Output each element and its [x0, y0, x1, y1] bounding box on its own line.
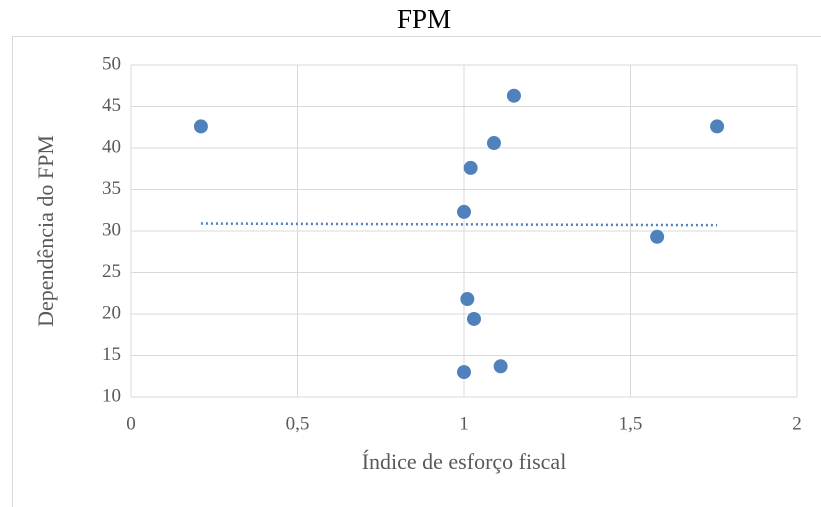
- point: [710, 119, 725, 134]
- y-axis-label: Dependência do FPM: [33, 135, 58, 327]
- point: [463, 160, 478, 175]
- y-tick-label: 10: [102, 385, 121, 406]
- point: [460, 292, 475, 307]
- point: [486, 136, 501, 151]
- y-tick-label: 15: [102, 344, 121, 365]
- x-tick-label: 1: [459, 413, 469, 434]
- y-tick-label: 30: [102, 219, 121, 240]
- point: [457, 204, 471, 219]
- point: [506, 88, 521, 103]
- x-tick-label: 0: [126, 413, 136, 434]
- point: [466, 311, 481, 326]
- chart-frame: [12, 36, 821, 507]
- y-tick-label: 45: [102, 95, 121, 116]
- point: [193, 119, 208, 134]
- x-tick-label: 0,5: [286, 413, 310, 434]
- y-tick-label: 35: [102, 178, 121, 199]
- point: [650, 229, 665, 244]
- trendline: [200, 222, 718, 227]
- y-tick-label: 20: [102, 302, 121, 323]
- x-tick-label: 1,5: [619, 413, 643, 434]
- y-tick-label: 25: [102, 261, 121, 282]
- y-tick-label: 40: [102, 136, 121, 157]
- point: [493, 359, 508, 374]
- y-tick-label: 50: [102, 53, 121, 74]
- x-axis-label: Índice de esforço fiscal: [362, 449, 567, 474]
- chart-title: FPM: [397, 4, 451, 34]
- point: [457, 365, 471, 380]
- x-tick-label: 2: [792, 413, 802, 434]
